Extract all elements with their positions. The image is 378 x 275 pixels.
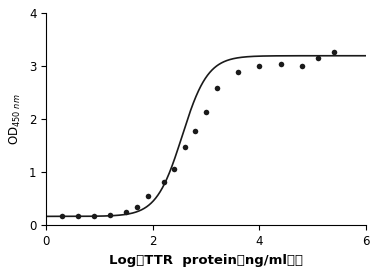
Point [123, 209, 129, 214]
Point [256, 64, 262, 68]
Point [214, 85, 220, 90]
Point [277, 62, 284, 66]
Point [331, 49, 337, 54]
Point [75, 214, 81, 218]
Point [59, 214, 65, 218]
Point [145, 194, 151, 198]
X-axis label: Log（TTR  protein（ng/ml））: Log（TTR protein（ng/ml）） [109, 254, 303, 267]
Point [182, 145, 188, 150]
Y-axis label: OD$_{450\ nm}$: OD$_{450\ nm}$ [8, 94, 23, 145]
Point [192, 129, 198, 133]
Point [315, 56, 321, 60]
Point [91, 214, 98, 219]
Point [171, 166, 177, 171]
Point [107, 213, 113, 218]
Point [203, 110, 209, 115]
Point [134, 205, 140, 209]
Point [161, 180, 167, 184]
Point [235, 70, 241, 74]
Point [299, 64, 305, 68]
